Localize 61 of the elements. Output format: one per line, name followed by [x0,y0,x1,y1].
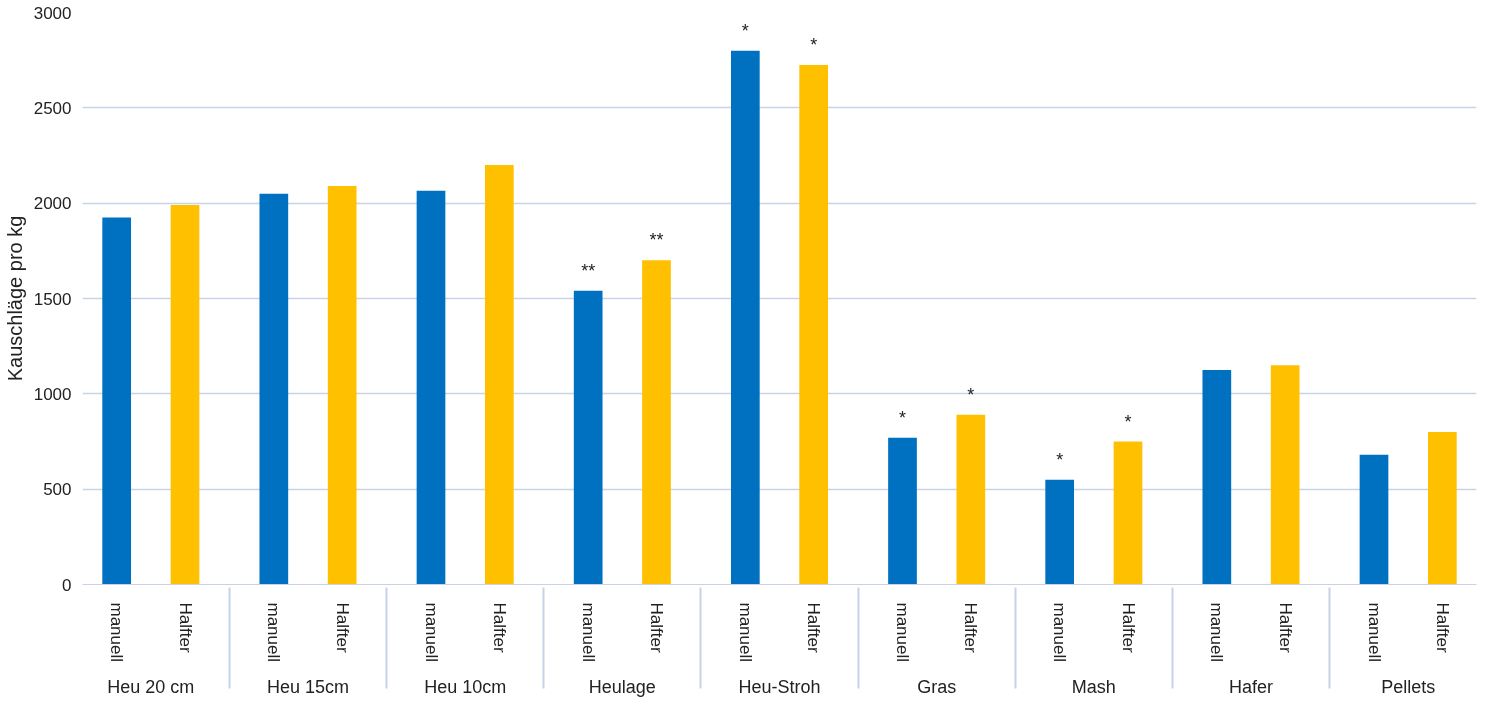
text: Halfter [647,602,666,653]
y-tick-label: 1500 [33,289,72,309]
x-tick-label: Heu-Stroh [738,677,821,698]
y-axis-title: Kauschläge pro kg [3,215,26,382]
x-tick-label: Heulage [588,677,656,698]
data-label: * [899,407,907,428]
x-tick-label: Pellets [1381,677,1436,698]
text: Halfter [804,602,824,653]
data-label: * [741,20,749,41]
text: manuell [578,602,598,663]
x-tick-label: Heu 20 cm [107,677,195,698]
text: Halfter [1432,602,1452,653]
bar [888,437,917,585]
bar [1045,479,1075,585]
data-label: * [1056,449,1064,470]
bar [730,50,760,585]
data-label: * [967,384,975,405]
data-label: * [1124,411,1132,432]
text: manuell [264,602,284,663]
bar [102,217,132,585]
text: Halfter [332,602,352,653]
y-tick-label: 3000 [33,3,72,23]
x-tick-label: Mash [1071,677,1116,698]
y-tick-label: 0 [62,575,72,595]
y-tick-label: 2000 [33,194,72,214]
text: manuell [1207,602,1227,663]
x-tick-label: Heu 10cm [424,677,507,698]
data-label: * [810,34,818,55]
bar [1427,431,1457,585]
bar [799,64,829,585]
text: Halfter [1275,602,1295,653]
text: manuell [421,602,441,663]
text: Halfter [961,602,981,653]
bar [1202,370,1232,585]
text: manuell [735,602,755,663]
bar [573,290,603,585]
x-tick-label: Gras [917,677,957,698]
bar [956,414,986,585]
bar [642,260,671,585]
text: manuell [107,602,127,663]
text: Halfter [489,602,509,653]
text: Halfter [175,602,195,653]
data-label: ** [581,260,596,281]
text: manuell [1050,602,1070,663]
x-tick-label: Hafer [1228,677,1274,698]
bar [259,193,289,585]
bar [484,165,514,585]
bar [327,186,357,585]
y-tick-label: 1000 [33,384,72,404]
bar [170,205,200,585]
y-tick-label: 2500 [33,98,72,118]
y-tick-label: 500 [43,480,72,500]
text: Halfter [1118,602,1138,653]
text: manuell [1364,602,1384,663]
bar [416,190,446,585]
x-tick-label: Heu 15cm [266,677,350,698]
text: manuell [893,602,912,663]
bar [1270,365,1300,585]
data-label: ** [649,230,664,251]
bar [1359,454,1389,585]
bar [1113,441,1143,585]
